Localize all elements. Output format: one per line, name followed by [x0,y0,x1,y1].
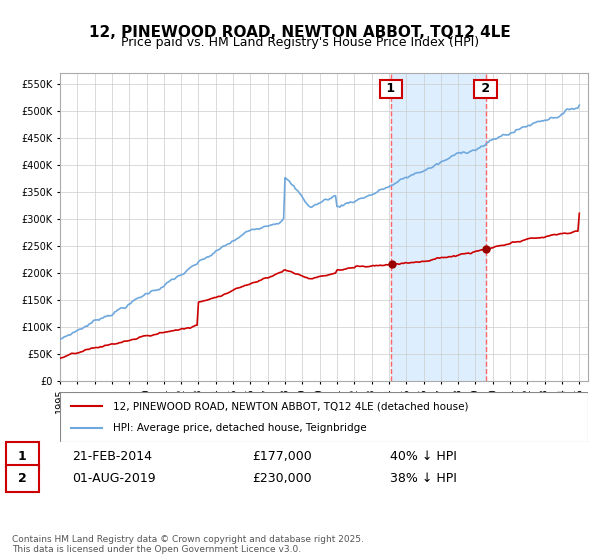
Text: 12, PINEWOOD ROAD, NEWTON ABBOT, TQ12 4LE: 12, PINEWOOD ROAD, NEWTON ABBOT, TQ12 4L… [89,25,511,40]
Text: £230,000: £230,000 [252,472,311,486]
Text: Price paid vs. HM Land Registry's House Price Index (HPI): Price paid vs. HM Land Registry's House … [121,36,479,49]
Text: 01-AUG-2019: 01-AUG-2019 [72,472,155,486]
Text: Contains HM Land Registry data © Crown copyright and database right 2025.
This d: Contains HM Land Registry data © Crown c… [12,535,364,554]
Text: HPI: Average price, detached house, Teignbridge: HPI: Average price, detached house, Teig… [113,423,367,433]
Text: £177,000: £177,000 [252,450,312,463]
Text: 2: 2 [477,82,494,95]
Text: 2: 2 [18,472,26,486]
Bar [391,73,485,381]
Text: 1: 1 [382,82,400,95]
Text: 12, PINEWOOD ROAD, NEWTON ABBOT, TQ12 4LE (detached house): 12, PINEWOOD ROAD, NEWTON ABBOT, TQ12 4L… [113,401,469,411]
Text: 40% ↓ HPI: 40% ↓ HPI [390,450,457,463]
Text: 38% ↓ HPI: 38% ↓ HPI [390,472,457,486]
Text: 21-FEB-2014: 21-FEB-2014 [72,450,152,463]
FancyBboxPatch shape [60,392,588,442]
Text: 1: 1 [18,450,26,463]
